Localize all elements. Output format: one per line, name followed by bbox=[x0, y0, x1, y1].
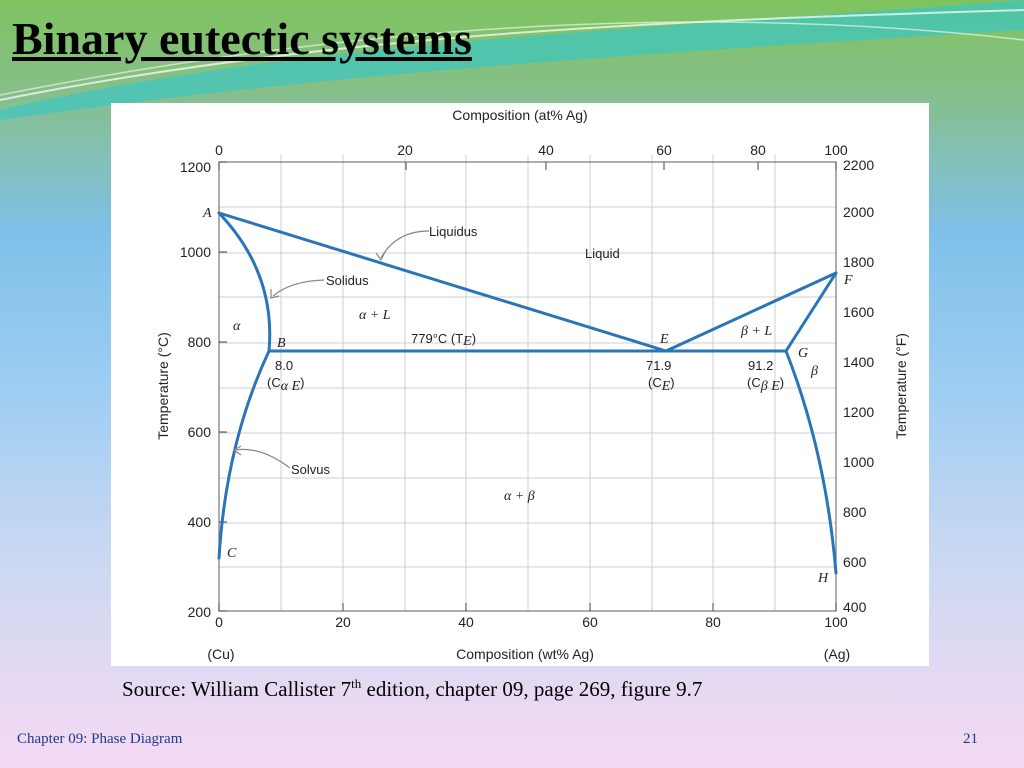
point-c-label: C bbox=[227, 546, 237, 561]
right-tick: 400 bbox=[843, 599, 867, 615]
right-tick: 1000 bbox=[843, 454, 874, 470]
top-tick: 80 bbox=[750, 142, 766, 158]
right-tick: 2200 bbox=[843, 157, 874, 173]
bottom-tick: 60 bbox=[582, 614, 598, 630]
solidus-label: Solidus bbox=[326, 273, 369, 288]
top-tick: 20 bbox=[397, 142, 413, 158]
grid bbox=[219, 155, 836, 611]
solvus-label: Solvus bbox=[291, 462, 331, 477]
point-b-value: 8.0 bbox=[275, 358, 293, 373]
point-e-value: 71.9 bbox=[646, 358, 671, 373]
ag-label: (Ag) bbox=[824, 646, 850, 662]
left-tick: 400 bbox=[188, 514, 212, 530]
eutectic-temperature-label: 779°C (TE) bbox=[411, 331, 476, 349]
liquid-label: Liquid bbox=[585, 246, 620, 261]
left-tick: 1000 bbox=[180, 244, 211, 260]
bottom-tick: 80 bbox=[705, 614, 721, 630]
right-tick: 600 bbox=[843, 554, 867, 570]
left-tick: 200 bbox=[188, 604, 212, 620]
left-axis-label: Temperature (°C) bbox=[155, 332, 171, 440]
solidus-line-alpha bbox=[217, 211, 272, 353]
right-tick: 2000 bbox=[843, 204, 874, 220]
top-axis-label: Composition (at% Ag) bbox=[452, 107, 587, 123]
slide-title: Binary eutectic systems bbox=[12, 13, 472, 64]
bottom-tick: 100 bbox=[824, 614, 848, 630]
right-tick: 1800 bbox=[843, 254, 874, 270]
bottom-tick: 0 bbox=[215, 614, 223, 630]
beta-phase-label: β bbox=[810, 364, 818, 379]
label-arrows bbox=[232, 230, 430, 469]
solvus-line-beta bbox=[784, 349, 838, 575]
point-f-label: F bbox=[843, 273, 853, 288]
right-axis-label: Temperature (°F) bbox=[893, 333, 909, 439]
solidus-line-beta bbox=[784, 271, 838, 353]
left-tick: 1200 bbox=[180, 159, 211, 175]
bottom-tick: 20 bbox=[335, 614, 351, 630]
top-tick: 100 bbox=[824, 142, 848, 158]
phase-diagram: Composition (at% Ag) 0 20 40 60 80 100 0… bbox=[155, 107, 909, 662]
page-number: 21 bbox=[963, 731, 978, 747]
footer-chapter: Chapter 09: Phase Diagram bbox=[17, 731, 183, 747]
left-tick: 600 bbox=[188, 424, 212, 440]
top-tick: 60 bbox=[656, 142, 672, 158]
bottom-axis-label: Composition (wt% Ag) bbox=[456, 646, 594, 662]
right-tick: 1400 bbox=[843, 354, 874, 370]
point-e-label: E bbox=[659, 332, 669, 347]
alpha-beta-region-label: α + β bbox=[504, 489, 535, 504]
point-g-value: 91.2 bbox=[748, 358, 773, 373]
point-g-label: G bbox=[798, 346, 808, 361]
beta-liquid-region-label: β + L bbox=[740, 324, 772, 339]
point-a-label: A bbox=[202, 206, 212, 221]
solvus-line-alpha bbox=[217, 349, 271, 560]
phase-diagram-figure: Composition (at% Ag) 0 20 40 60 80 100 0… bbox=[111, 103, 929, 666]
figure-caption: Source: William Callister 7th edition, c… bbox=[122, 676, 703, 701]
plot-frame bbox=[218, 161, 837, 612]
right-tick: 1200 bbox=[843, 404, 874, 420]
liquidus-label: Liquidus bbox=[429, 224, 478, 239]
alpha-phase-label: α bbox=[233, 319, 241, 334]
point-g-composition: (Cβ E) bbox=[747, 375, 784, 394]
point-h-label: H bbox=[817, 571, 829, 586]
phase-lines bbox=[217, 211, 838, 575]
point-b-composition: (Cα E) bbox=[267, 375, 304, 394]
left-tick: 800 bbox=[188, 334, 212, 350]
right-tick: 800 bbox=[843, 504, 867, 520]
alpha-liquid-region-label: α + L bbox=[359, 308, 391, 323]
top-tick: 0 bbox=[215, 142, 223, 158]
point-e-composition: (CE) bbox=[648, 375, 675, 394]
bottom-tick: 40 bbox=[458, 614, 474, 630]
point-b-label: B bbox=[277, 336, 286, 351]
top-tick: 40 bbox=[538, 142, 554, 158]
cu-label: (Cu) bbox=[207, 646, 234, 662]
right-tick: 1600 bbox=[843, 304, 874, 320]
